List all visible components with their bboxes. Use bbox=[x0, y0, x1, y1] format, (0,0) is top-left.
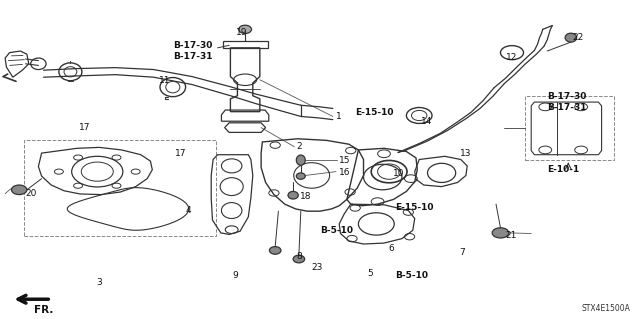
Text: 6: 6 bbox=[389, 244, 394, 253]
Ellipse shape bbox=[239, 25, 252, 33]
Ellipse shape bbox=[293, 255, 305, 263]
Text: 21: 21 bbox=[506, 231, 517, 240]
Text: 19: 19 bbox=[236, 28, 247, 37]
Text: 2: 2 bbox=[296, 142, 302, 151]
Text: 22: 22 bbox=[573, 33, 584, 42]
Text: 18: 18 bbox=[300, 192, 311, 201]
Text: 23: 23 bbox=[312, 263, 323, 272]
Text: E-15-10: E-15-10 bbox=[396, 203, 434, 212]
Text: 3: 3 bbox=[97, 278, 102, 287]
Ellipse shape bbox=[296, 155, 305, 165]
Text: 13: 13 bbox=[460, 149, 471, 158]
Ellipse shape bbox=[288, 191, 298, 199]
Bar bbox=[24, 140, 216, 236]
Text: 20: 20 bbox=[26, 189, 37, 198]
Text: B-5-10: B-5-10 bbox=[396, 271, 429, 280]
Text: 15: 15 bbox=[339, 156, 351, 165]
Text: 4: 4 bbox=[186, 206, 191, 215]
Text: E-10-1: E-10-1 bbox=[547, 165, 579, 174]
Text: 12: 12 bbox=[506, 53, 518, 62]
Text: E-15-10: E-15-10 bbox=[355, 108, 394, 117]
Text: 9: 9 bbox=[233, 271, 238, 280]
Text: 1: 1 bbox=[336, 112, 342, 121]
Text: 8: 8 bbox=[296, 252, 301, 261]
Text: 10: 10 bbox=[393, 169, 404, 178]
Text: B-5-10: B-5-10 bbox=[320, 226, 353, 235]
Ellipse shape bbox=[492, 228, 509, 238]
Text: STX4E1500A: STX4E1500A bbox=[582, 304, 630, 313]
Ellipse shape bbox=[12, 185, 27, 195]
Ellipse shape bbox=[565, 33, 577, 42]
Text: 7: 7 bbox=[460, 248, 465, 257]
Text: 5: 5 bbox=[367, 269, 372, 278]
Bar bbox=[525, 96, 614, 160]
Text: B-17-30
B-17-31: B-17-30 B-17-31 bbox=[173, 41, 212, 61]
Text: 11: 11 bbox=[159, 76, 171, 85]
Ellipse shape bbox=[296, 173, 305, 179]
Text: 17: 17 bbox=[175, 149, 186, 158]
Text: 14: 14 bbox=[421, 117, 433, 126]
Text: 17: 17 bbox=[79, 123, 91, 132]
Ellipse shape bbox=[269, 247, 281, 254]
Text: 16: 16 bbox=[339, 168, 351, 177]
Text: B-17-30
B-17-31: B-17-30 B-17-31 bbox=[547, 93, 587, 112]
Text: FR.: FR. bbox=[34, 305, 53, 315]
